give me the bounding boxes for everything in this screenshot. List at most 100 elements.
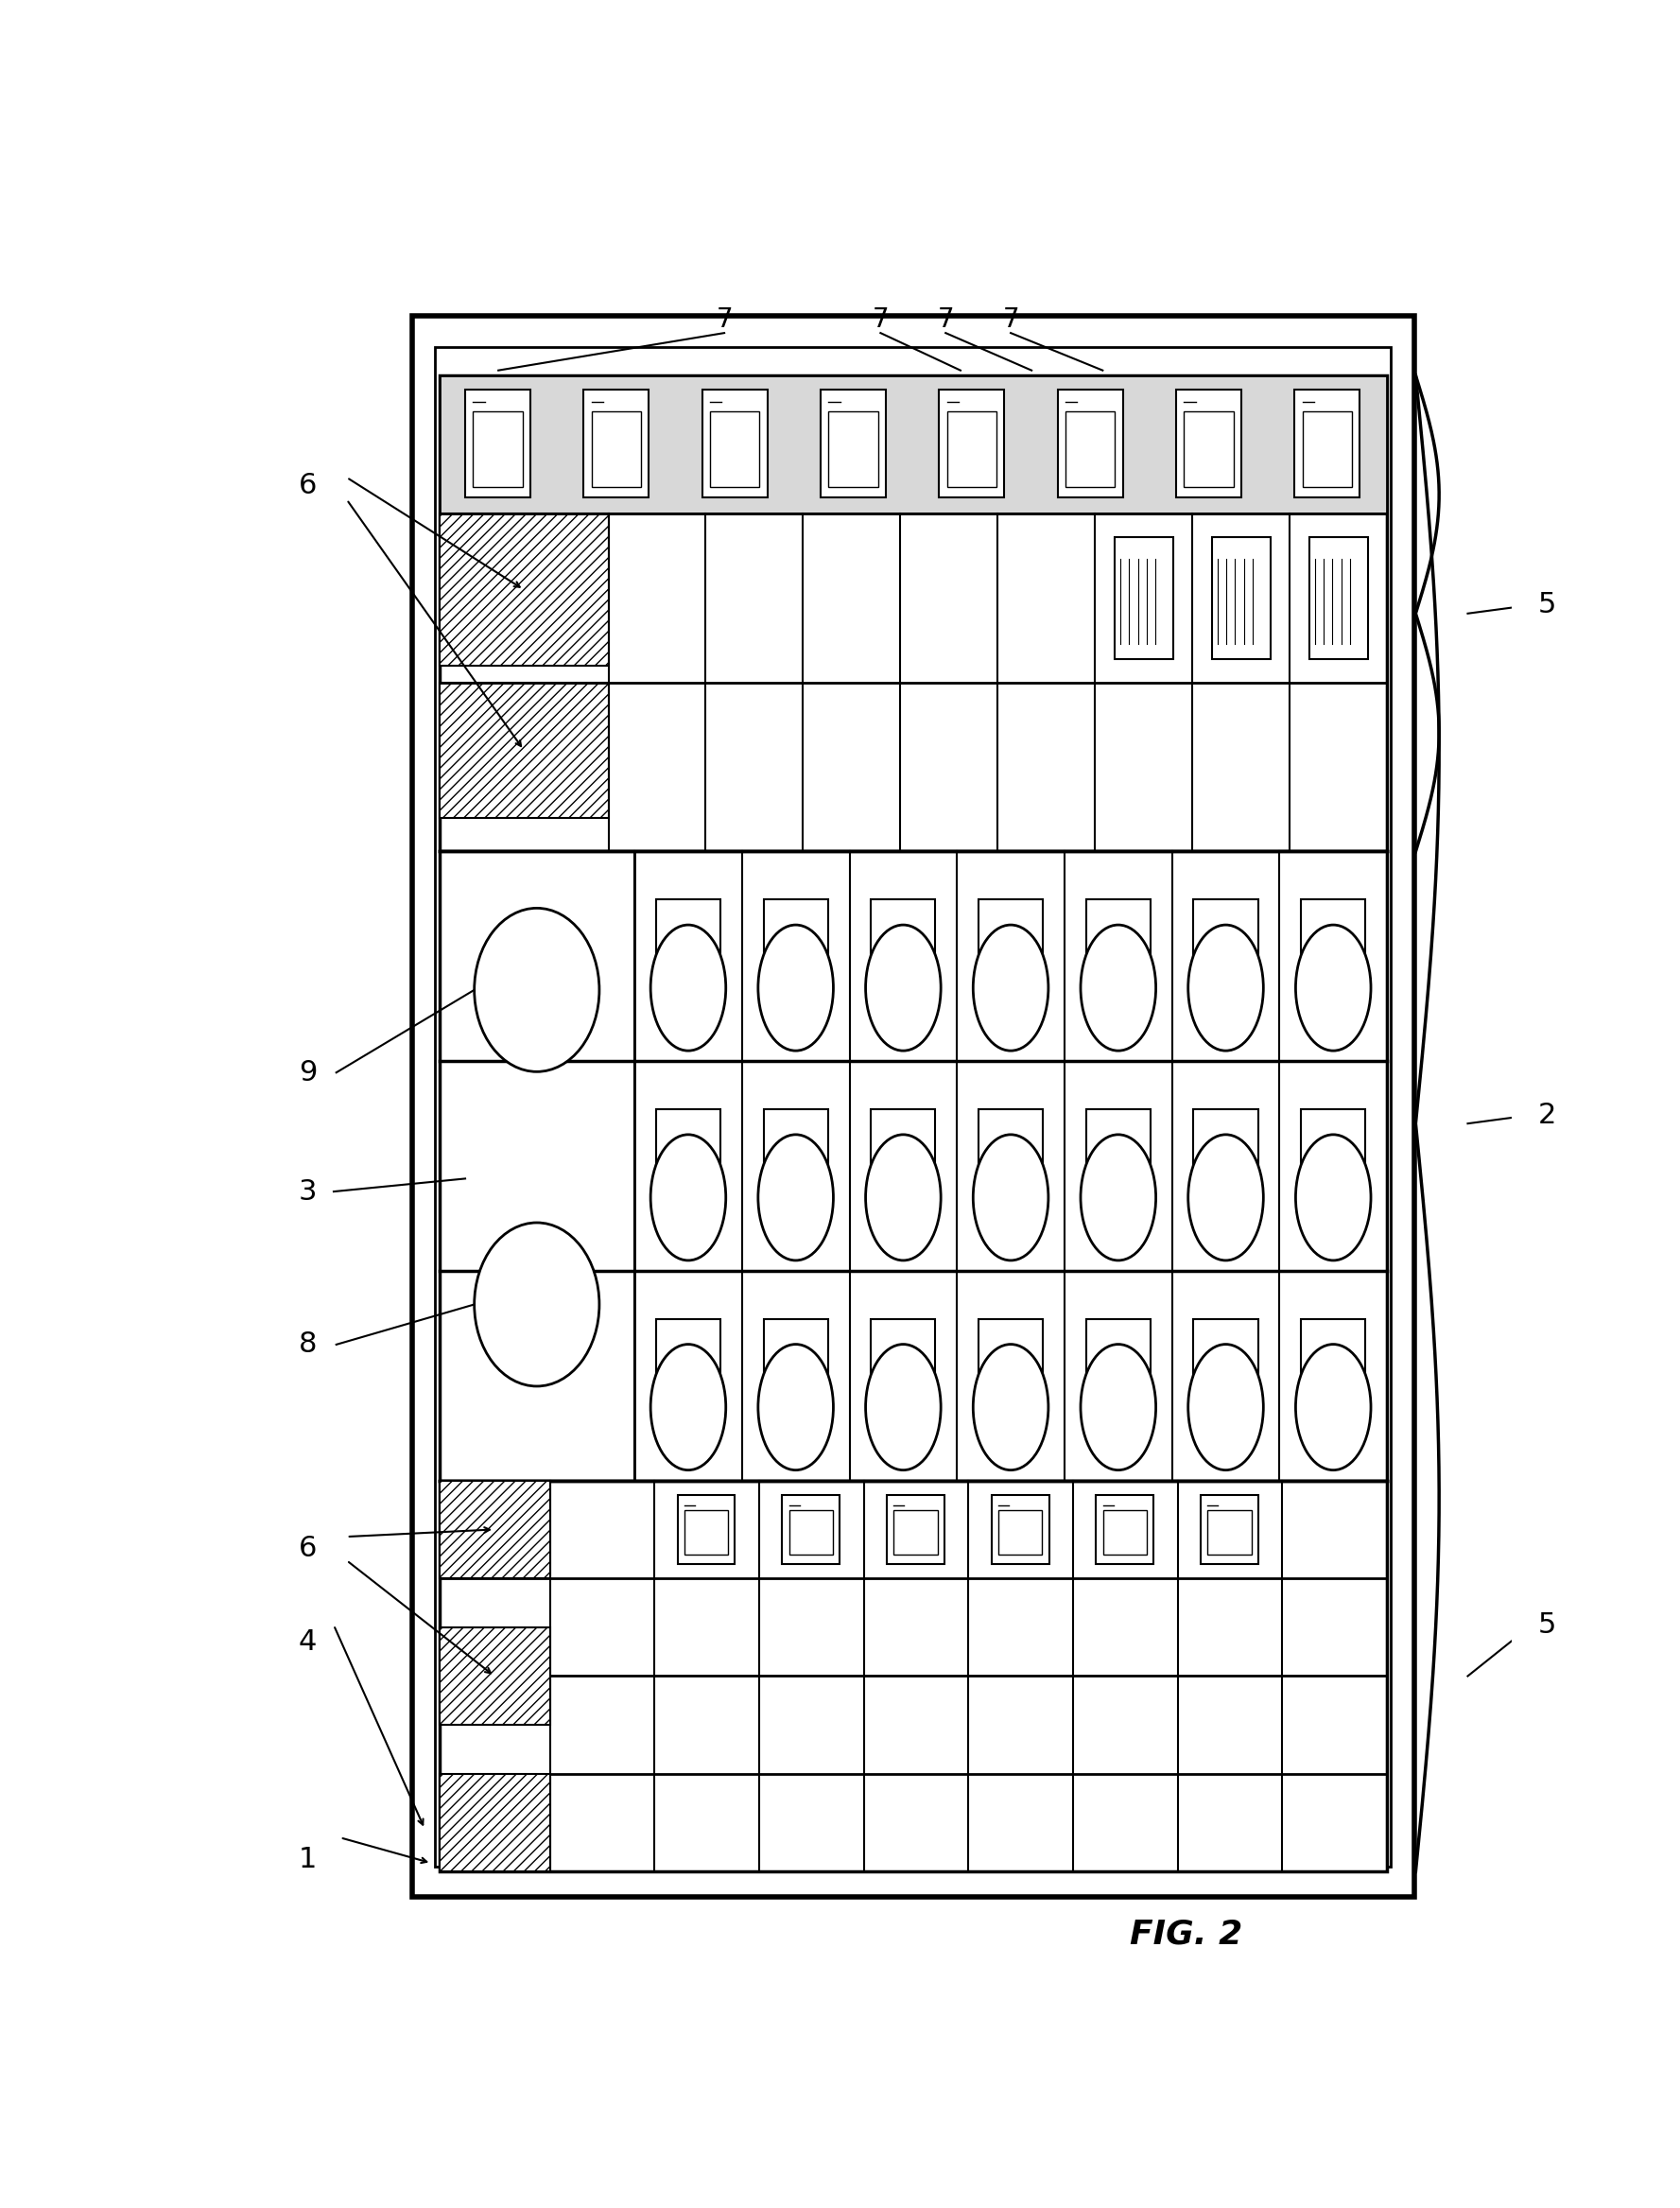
Bar <box>1300 1318 1366 1382</box>
Ellipse shape <box>1188 925 1263 1051</box>
Ellipse shape <box>865 1345 941 1471</box>
Bar <box>1300 899 1366 963</box>
Bar <box>763 1108 828 1172</box>
Text: 1: 1 <box>299 1846 318 1872</box>
Bar <box>702 389 768 497</box>
Text: 9: 9 <box>299 1060 318 1086</box>
Text: 7: 7 <box>716 307 732 333</box>
Bar <box>1201 1495 1258 1563</box>
Bar <box>790 1510 833 1554</box>
Bar <box>438 514 608 665</box>
Bar <box>998 1510 1042 1554</box>
Ellipse shape <box>1080 925 1156 1051</box>
Bar <box>1114 537 1173 658</box>
Text: 3: 3 <box>299 1177 318 1206</box>
Text: FIG. 2: FIG. 2 <box>1131 1919 1243 1950</box>
Ellipse shape <box>474 907 600 1071</box>
Text: 7: 7 <box>937 307 954 333</box>
Ellipse shape <box>973 1135 1048 1261</box>
Bar <box>1300 1108 1366 1172</box>
Bar <box>1176 389 1242 497</box>
Bar <box>948 411 996 486</box>
Bar <box>684 1510 727 1554</box>
Bar <box>763 899 828 963</box>
Ellipse shape <box>1295 925 1371 1051</box>
Ellipse shape <box>973 925 1048 1051</box>
Ellipse shape <box>1295 1345 1371 1471</box>
Ellipse shape <box>474 1223 600 1387</box>
Bar <box>583 389 648 497</box>
Ellipse shape <box>1188 1135 1263 1261</box>
Bar <box>438 682 608 817</box>
Bar <box>474 411 522 486</box>
Bar <box>435 347 1391 1866</box>
Bar <box>465 389 531 497</box>
Bar <box>1295 389 1359 497</box>
Ellipse shape <box>973 1345 1048 1471</box>
Bar <box>1193 1108 1258 1172</box>
Bar <box>978 1108 1043 1172</box>
Bar <box>1211 537 1270 658</box>
Bar <box>887 1495 944 1563</box>
Text: 8: 8 <box>299 1331 318 1358</box>
Bar <box>438 1482 549 1579</box>
Bar <box>1208 1510 1252 1554</box>
Bar <box>655 1318 721 1382</box>
Bar <box>1104 1510 1147 1554</box>
Bar <box>677 1495 736 1563</box>
Ellipse shape <box>1188 1345 1263 1471</box>
Text: 5: 5 <box>1539 592 1556 618</box>
Ellipse shape <box>1080 1135 1156 1261</box>
Bar <box>820 389 885 497</box>
Ellipse shape <box>1295 1135 1371 1261</box>
Ellipse shape <box>650 925 726 1051</box>
Text: 6: 6 <box>299 473 318 499</box>
Bar <box>438 852 1388 1482</box>
Bar <box>1085 1108 1151 1172</box>
Bar <box>870 1318 936 1382</box>
Bar <box>438 375 1388 514</box>
Bar <box>1085 1318 1151 1382</box>
Ellipse shape <box>758 1135 833 1261</box>
Ellipse shape <box>758 925 833 1051</box>
Bar <box>763 1318 828 1382</box>
Bar <box>655 1108 721 1172</box>
Ellipse shape <box>650 1345 726 1471</box>
Text: 2: 2 <box>1539 1102 1556 1128</box>
Bar <box>438 1773 549 1872</box>
Ellipse shape <box>1080 1345 1156 1471</box>
Text: 4: 4 <box>299 1627 318 1656</box>
Bar <box>438 375 1388 852</box>
Bar <box>1309 537 1368 658</box>
Bar <box>1085 899 1151 963</box>
Bar <box>783 1495 840 1563</box>
Bar <box>939 389 1005 497</box>
Bar <box>978 899 1043 963</box>
Bar <box>870 1108 936 1172</box>
Ellipse shape <box>865 925 941 1051</box>
Bar <box>655 899 721 963</box>
Bar <box>978 1318 1043 1382</box>
Bar <box>1193 899 1258 963</box>
Ellipse shape <box>650 1135 726 1261</box>
Ellipse shape <box>865 1135 941 1261</box>
Bar <box>991 1495 1048 1563</box>
Text: 7: 7 <box>1003 307 1020 333</box>
Bar <box>894 1510 937 1554</box>
Bar <box>1302 411 1352 486</box>
Bar <box>828 411 879 486</box>
Text: 5: 5 <box>1539 1612 1556 1638</box>
Bar <box>1065 411 1116 486</box>
Bar <box>591 411 642 486</box>
Bar <box>1058 389 1122 497</box>
Bar <box>438 1482 1388 1872</box>
Bar <box>412 316 1415 1897</box>
Bar <box>1184 411 1233 486</box>
Bar <box>711 411 759 486</box>
Ellipse shape <box>758 1345 833 1471</box>
Bar <box>438 1627 549 1724</box>
Text: 7: 7 <box>872 307 889 333</box>
Bar <box>870 899 936 963</box>
Bar <box>1193 1318 1258 1382</box>
Text: 6: 6 <box>299 1535 318 1563</box>
